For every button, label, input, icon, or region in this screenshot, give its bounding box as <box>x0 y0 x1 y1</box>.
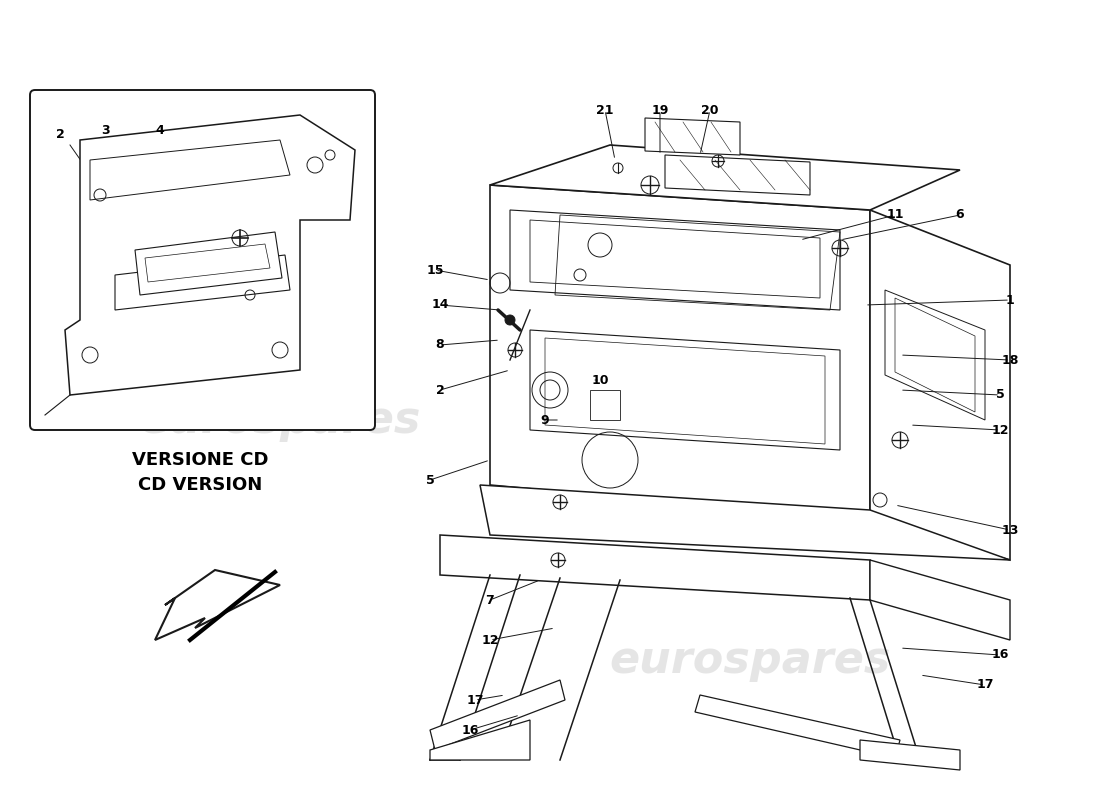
Text: eurospares: eurospares <box>140 398 420 442</box>
Polygon shape <box>666 155 810 195</box>
Text: eurospares: eurospares <box>609 638 891 682</box>
Polygon shape <box>480 485 1010 560</box>
Text: 1: 1 <box>1005 294 1014 306</box>
Text: CD VERSION: CD VERSION <box>138 476 262 494</box>
Text: 17: 17 <box>977 678 993 691</box>
Text: eurospares: eurospares <box>609 409 891 451</box>
Text: 2: 2 <box>436 383 444 397</box>
Text: 3: 3 <box>101 123 109 137</box>
Text: 7: 7 <box>485 594 494 606</box>
Text: 11: 11 <box>887 209 904 222</box>
FancyBboxPatch shape <box>30 90 375 430</box>
Text: 8: 8 <box>436 338 444 351</box>
Polygon shape <box>430 680 565 750</box>
Polygon shape <box>870 210 1010 560</box>
Circle shape <box>505 315 515 325</box>
Text: 15: 15 <box>427 263 443 277</box>
Text: 9: 9 <box>541 414 549 426</box>
Polygon shape <box>430 720 530 760</box>
Text: 14: 14 <box>431 298 449 311</box>
Text: 18: 18 <box>1001 354 1019 366</box>
Text: 17: 17 <box>466 694 484 706</box>
Text: 12: 12 <box>991 423 1009 437</box>
Polygon shape <box>65 115 355 395</box>
Text: 10: 10 <box>592 374 608 386</box>
Text: 12: 12 <box>482 634 498 646</box>
Polygon shape <box>116 255 290 310</box>
Text: 4: 4 <box>155 123 164 137</box>
Polygon shape <box>860 740 960 770</box>
Text: 16: 16 <box>461 723 478 737</box>
Text: 2: 2 <box>56 129 65 142</box>
Polygon shape <box>490 185 870 520</box>
Polygon shape <box>135 232 282 295</box>
Text: 21: 21 <box>596 103 614 117</box>
Text: 16: 16 <box>991 649 1009 662</box>
Polygon shape <box>870 560 1010 640</box>
Text: 19: 19 <box>651 103 669 117</box>
Text: 6: 6 <box>956 209 965 222</box>
Text: VERSIONE CD: VERSIONE CD <box>132 451 268 469</box>
Text: 13: 13 <box>1001 523 1019 537</box>
Polygon shape <box>695 695 900 758</box>
Polygon shape <box>645 118 740 155</box>
Text: 5: 5 <box>426 474 434 486</box>
Text: 20: 20 <box>702 103 718 117</box>
Text: 5: 5 <box>996 389 1004 402</box>
Polygon shape <box>440 535 870 600</box>
Polygon shape <box>490 145 960 210</box>
Polygon shape <box>155 570 280 640</box>
